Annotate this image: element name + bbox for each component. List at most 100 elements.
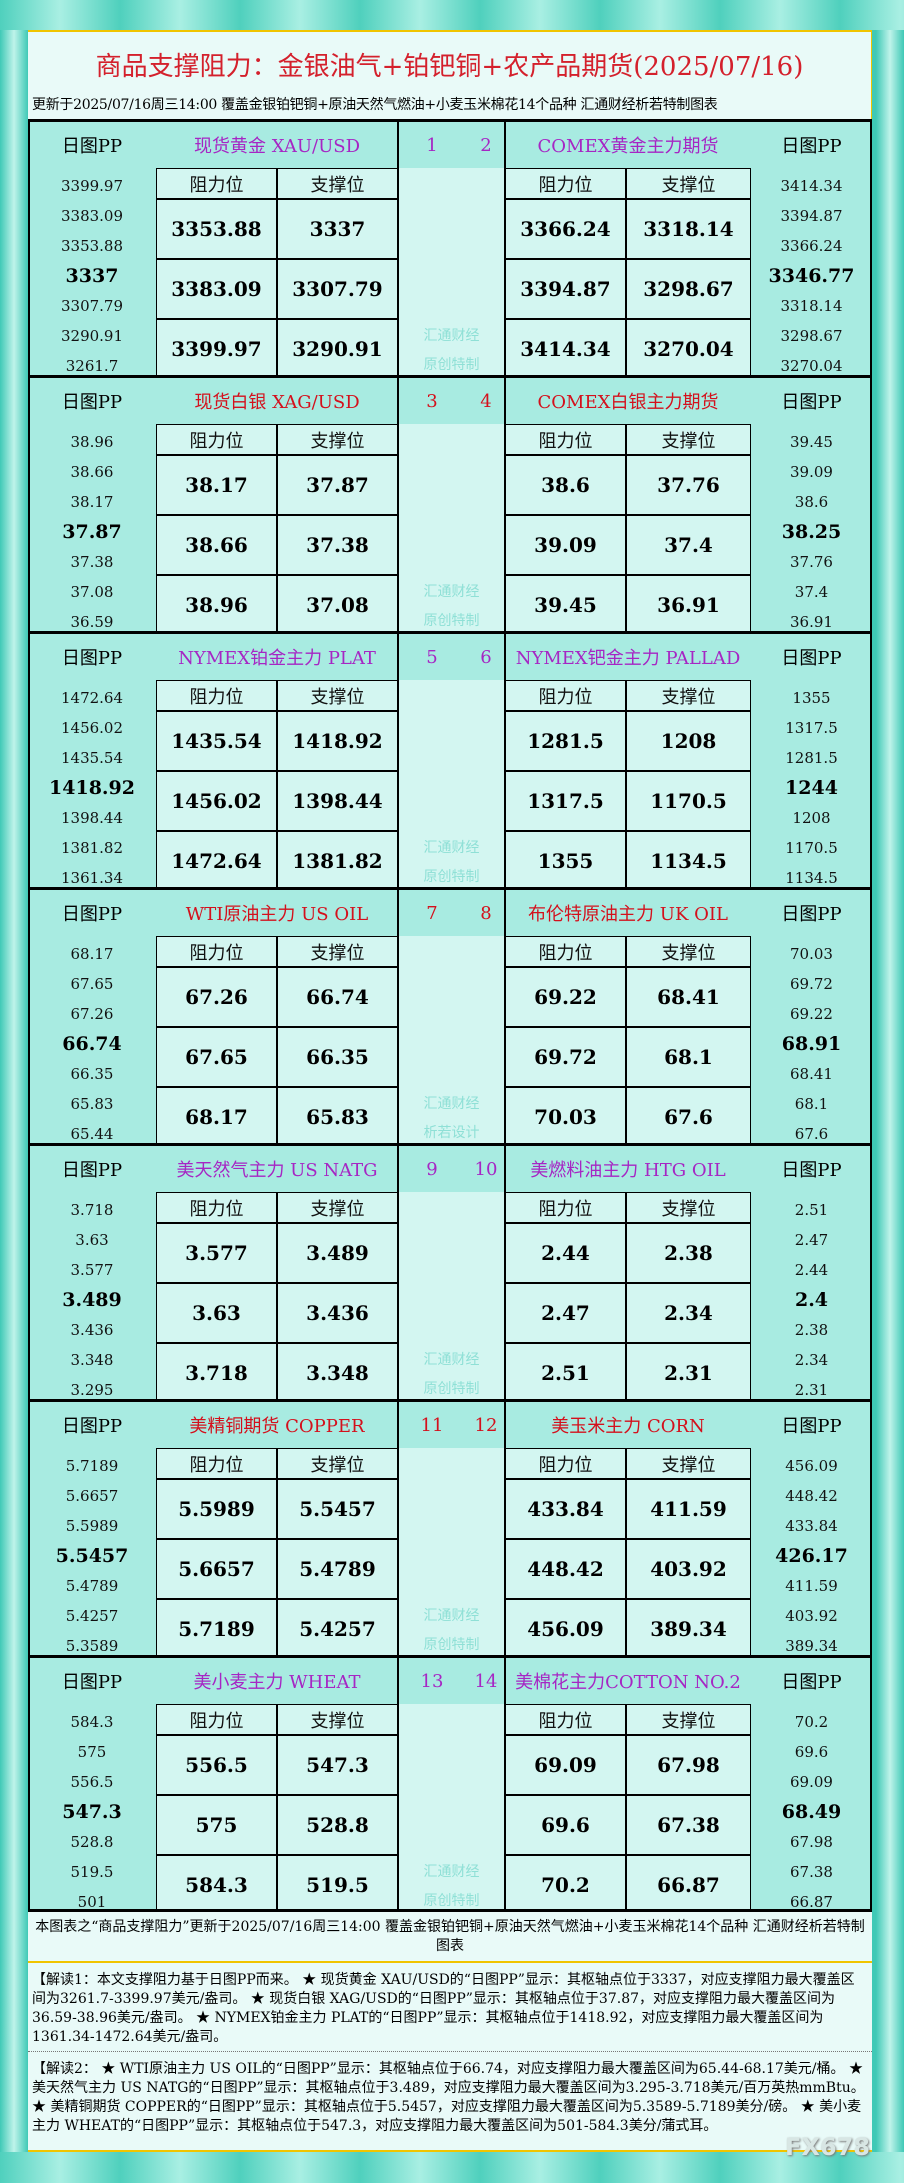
pp-level-value: 3318.14 (780, 297, 843, 315)
pp-level-value: 5.6657 (65, 1487, 119, 1505)
pp-level-value: 411.59 (785, 1577, 838, 1595)
instrument-number: 3 (426, 390, 438, 412)
support-value: 1170.5 (626, 771, 751, 831)
pp-label: 日图PP (781, 904, 842, 925)
support-value: 67.6 (626, 1087, 751, 1147)
support-value: 3270.04 (626, 319, 751, 379)
divider (504, 1658, 506, 1914)
pp-level-value: 69.6 (794, 1743, 829, 1761)
support-value: 3290.91 (277, 319, 398, 379)
support-value: 66.35 (277, 1027, 398, 1087)
resistance-header: 阻力位 (505, 168, 626, 199)
support-header: 支撑位 (626, 1192, 751, 1223)
pp-label: 日图PP (781, 1672, 842, 1693)
instrument-name-left: 现货白银 XAG/USD (194, 392, 360, 413)
resistance-value: 1281.5 (505, 711, 626, 771)
support-header: 支撑位 (626, 1704, 751, 1735)
watermark-text: 原创特制 (423, 1637, 480, 1653)
resistance-value: 584.3 (156, 1855, 277, 1915)
pp-level-value: 38.6 (794, 493, 829, 511)
pp-label: 日图PP (781, 1416, 842, 1437)
pp-level-value: 519.5 (70, 1863, 114, 1881)
watermark-text: 汇通财经 (423, 1096, 480, 1112)
divider (504, 122, 506, 378)
page-header: 商品支撑阻力：金银油气+铂钯铜+农产品期货(2025/07/16) 更新于202… (28, 30, 872, 119)
watermark-text: 原创特制 (423, 1893, 480, 1909)
resistance-value: 39.45 (505, 575, 626, 635)
pp-label: 日图PP (61, 1416, 123, 1437)
instrument-number: 5 (426, 646, 438, 668)
resistance-header: 阻力位 (505, 1192, 626, 1223)
pivot-point-value: 5.5457 (55, 1545, 129, 1567)
middle-column (398, 168, 505, 378)
pp-label: 日图PP (61, 392, 123, 413)
pp-level-value: 5.5989 (65, 1517, 119, 1535)
support-header: 支撑位 (277, 1704, 398, 1735)
instrument-number: 14 (474, 1670, 498, 1692)
pp-level-value: 3353.88 (60, 237, 124, 255)
instrument-name-left: 美小麦主力 WHEAT (193, 1672, 361, 1693)
pp-level-value: 68.41 (790, 1065, 833, 1083)
resistance-value: 38.6 (505, 455, 626, 515)
pp-level-value: 3298.67 (780, 327, 843, 345)
pp-level-value: 2.51 (794, 1201, 829, 1219)
middle-column (398, 1192, 505, 1402)
instrument-name-right: 美棉花主力COTTON NO.2 (515, 1672, 741, 1693)
watermark-text: 原创特制 (423, 613, 480, 629)
pp-level-value: 66.35 (70, 1065, 114, 1083)
divider (397, 1146, 399, 1402)
watermark-text: 汇通财经 (423, 328, 480, 344)
resistance-value: 1355 (505, 831, 626, 891)
support-value: 519.5 (277, 1855, 398, 1915)
resistance-value: 5.5989 (156, 1479, 277, 1539)
pp-label: 日图PP (61, 136, 123, 157)
pp-level-value: 3261.7 (65, 357, 119, 375)
support-value: 66.87 (626, 1855, 751, 1915)
divider (397, 1402, 399, 1658)
pp-level-value: 67.65 (70, 975, 114, 993)
instrument-number: 9 (426, 1158, 438, 1180)
support-header: 支撑位 (277, 936, 398, 967)
resistance-value: 3366.24 (505, 199, 626, 259)
pp-level-value: 5.4789 (65, 1577, 119, 1595)
support-value: 2.34 (626, 1283, 751, 1343)
pp-level-value: 5.3589 (65, 1637, 119, 1655)
instrument-section: 汇通财经 原创特制 日图PP 日图PP 美精铜期货 COPPER 美玉米主力 CORN 11… (28, 1399, 872, 1659)
pp-level-value: 68.1 (794, 1095, 829, 1113)
resistance-header: 阻力位 (156, 1448, 277, 1479)
resistance-value: 69.6 (505, 1795, 626, 1855)
pp-level-value: 67.6 (794, 1125, 829, 1143)
support-value: 67.98 (626, 1735, 751, 1795)
resistance-header: 阻力位 (156, 168, 277, 199)
resistance-header: 阻力位 (156, 680, 277, 711)
support-value: 2.38 (626, 1223, 751, 1283)
instrument-section: 汇通财经 析若设计 日图PP 日图PP WTI原油主力 US OIL 布伦特原油主力 UK… (28, 887, 872, 1147)
resistance-header: 阻力位 (505, 424, 626, 455)
pp-level-value: 38.66 (70, 463, 114, 481)
support-value: 528.8 (277, 1795, 398, 1855)
middle-column (398, 680, 505, 890)
pp-level-value: 39.45 (790, 433, 833, 451)
support-value: 65.83 (277, 1087, 398, 1147)
resistance-header: 阻力位 (505, 680, 626, 711)
pp-label: 日图PP (61, 1160, 123, 1181)
resistance-value: 69.22 (505, 967, 626, 1027)
instrument-name-left: NYMEX铂金主力 PLAT (178, 648, 376, 669)
pp-level-value: 3.348 (70, 1351, 114, 1369)
pp-level-value: 68.17 (70, 945, 114, 963)
resistance-header: 阻力位 (505, 1704, 626, 1735)
interpretation-2: 【解读2： ★ WTI原油主力 US OIL的“日图PP”显示：其枢轴点位于66… (28, 2052, 872, 2152)
resistance-value: 38.66 (156, 515, 277, 575)
pp-label: 日图PP (781, 136, 842, 157)
pp-level-value: 575 (77, 1743, 107, 1761)
pp-label: 日图PP (61, 648, 123, 669)
divider (504, 1402, 506, 1658)
pp-level-value: 528.8 (70, 1833, 114, 1851)
instrument-section: 汇通财经 原创特制 日图PP 日图PP NYMEX铂金主力 PLAT NYMEX钯金主力 … (28, 631, 872, 891)
pp-level-value: 3.577 (70, 1261, 114, 1279)
pp-level-value: 67.26 (70, 1005, 114, 1023)
support-value: 37.38 (277, 515, 398, 575)
pivot-point-value: 3346.77 (768, 265, 855, 287)
support-header: 支撑位 (626, 1448, 751, 1479)
divider (504, 890, 506, 1146)
